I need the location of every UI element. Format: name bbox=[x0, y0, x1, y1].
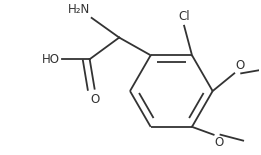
Text: HO: HO bbox=[42, 53, 60, 66]
Text: O: O bbox=[235, 59, 245, 72]
Text: Cl: Cl bbox=[178, 10, 190, 23]
Text: O: O bbox=[90, 93, 99, 106]
Text: O: O bbox=[215, 136, 224, 149]
Text: H₂N: H₂N bbox=[67, 3, 90, 16]
